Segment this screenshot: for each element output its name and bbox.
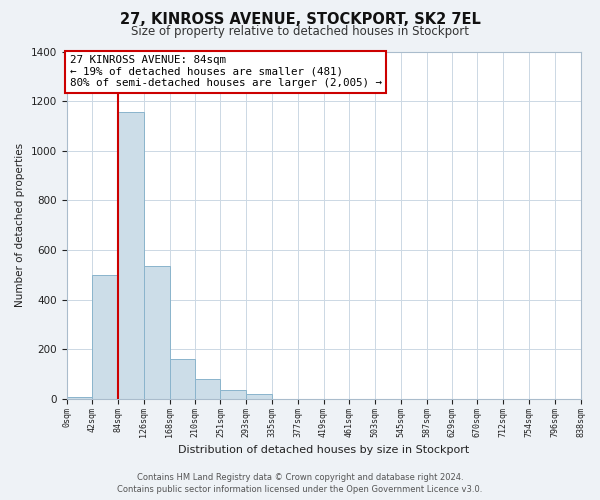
Bar xyxy=(144,266,170,399)
X-axis label: Distribution of detached houses by size in Stockport: Distribution of detached houses by size … xyxy=(178,445,469,455)
Y-axis label: Number of detached properties: Number of detached properties xyxy=(15,143,25,308)
Bar xyxy=(246,394,272,399)
Text: 27 KINROSS AVENUE: 84sqm
← 19% of detached houses are smaller (481)
80% of semi-: 27 KINROSS AVENUE: 84sqm ← 19% of detach… xyxy=(70,55,382,88)
Text: 27, KINROSS AVENUE, STOCKPORT, SK2 7EL: 27, KINROSS AVENUE, STOCKPORT, SK2 7EL xyxy=(119,12,481,28)
Bar xyxy=(118,112,144,399)
Bar xyxy=(67,396,92,399)
Bar xyxy=(170,360,196,399)
Bar xyxy=(196,378,220,399)
Text: Contains HM Land Registry data © Crown copyright and database right 2024.
Contai: Contains HM Land Registry data © Crown c… xyxy=(118,472,482,494)
Text: Size of property relative to detached houses in Stockport: Size of property relative to detached ho… xyxy=(131,25,469,38)
Bar xyxy=(92,275,118,399)
Bar xyxy=(220,390,246,399)
